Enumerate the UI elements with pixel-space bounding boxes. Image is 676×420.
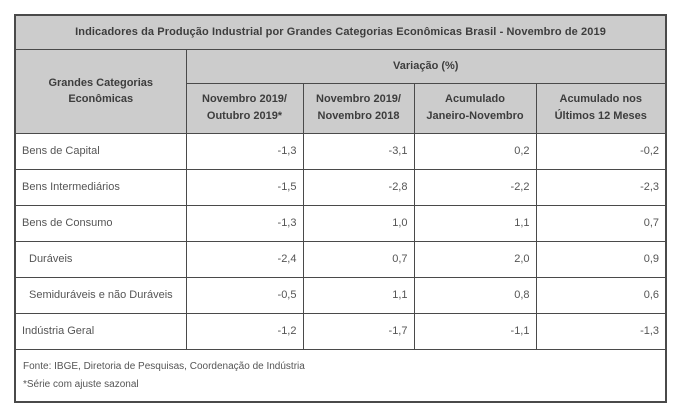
cell-value: -1,3: [535, 312, 667, 350]
table-row-bens-de-capital: Bens de Capital -1,3 -3,1 0,2 -0,2: [14, 132, 667, 170]
row-label: Bens de Consumo: [14, 204, 187, 242]
row-label: Semiduráveis e não Duráveis: [14, 276, 187, 314]
row-label: Indústria Geral: [14, 312, 187, 350]
seasonal-adjustment-note: *Série com ajuste sazonal: [23, 378, 139, 390]
column-header-categories: Grandes Categorias Econômicas: [14, 48, 187, 134]
table-footer-row: Fonte: IBGE, Diretoria de Pesquisas, Coo…: [14, 348, 667, 403]
cell-value: 0,7: [535, 204, 667, 242]
cell-value: -1,7: [302, 312, 415, 350]
table-title: Indicadores da Produção Industrial por G…: [14, 14, 667, 50]
cell-value: -1,2: [185, 312, 304, 350]
table-row-bens-intermediarios: Bens Intermediários -1,5 -2,8 -2,2 -2,3: [14, 168, 667, 206]
column-header-nov2019-nov2018: Novembro 2019/ Novembro 2018: [302, 82, 415, 134]
cell-value: 1,0: [302, 204, 415, 242]
cell-value: -2,8: [302, 168, 415, 206]
cell-value: -2,4: [185, 240, 304, 278]
row-label: Bens de Capital: [14, 132, 187, 170]
cell-value: 0,8: [413, 276, 537, 314]
cell-value: -1,3: [185, 132, 304, 170]
column-header-nov2019-out2019: Novembro 2019/ Outubro 2019*: [185, 82, 304, 134]
cell-value: -3,1: [302, 132, 415, 170]
cell-value: -1,3: [185, 204, 304, 242]
cell-value: -1,1: [413, 312, 537, 350]
column-header-acumulado-12-meses: Acumulado nos Últimos 12 Meses: [535, 82, 667, 134]
cell-value: -2,3: [535, 168, 667, 206]
source-note: Fonte: IBGE, Diretoria de Pesquisas, Coo…: [23, 360, 305, 372]
table-footnotes: Fonte: IBGE, Diretoria de Pesquisas, Coo…: [14, 348, 667, 403]
row-label: Bens Intermediários: [14, 168, 187, 206]
cell-value: -0,5: [185, 276, 304, 314]
cell-value: 0,6: [535, 276, 667, 314]
cell-value: 1,1: [302, 276, 415, 314]
table-row-industria-geral: Indústria Geral -1,2 -1,7 -1,1 -1,3: [14, 312, 667, 350]
cell-value: -2,2: [413, 168, 537, 206]
row-label: Duráveis: [14, 240, 187, 278]
cell-value: 0,9: [535, 240, 667, 278]
cell-value: -0,2: [535, 132, 667, 170]
cell-value: 0,2: [413, 132, 537, 170]
table-row-semiduraveis: Semiduráveis e não Duráveis -0,5 1,1 0,8…: [14, 276, 667, 314]
indicators-table-container: Indicadores da Produção Industrial por G…: [14, 14, 668, 403]
cell-value: 2,0: [413, 240, 537, 278]
cell-value: 0,7: [302, 240, 415, 278]
table-row-bens-de-consumo: Bens de Consumo -1,3 1,0 1,1 0,7: [14, 204, 667, 242]
column-header-acumulado-jan-nov: Acumulado Janeiro-Novembro: [413, 82, 537, 134]
industrial-production-table: Indicadores da Produção Industrial por G…: [14, 14, 668, 403]
table-row-duraveis: Duráveis -2,4 0,7 2,0 0,9: [14, 240, 667, 278]
cell-value: -1,5: [185, 168, 304, 206]
cell-value: 1,1: [413, 204, 537, 242]
column-group-header-variacao: Variação (%): [185, 48, 667, 84]
